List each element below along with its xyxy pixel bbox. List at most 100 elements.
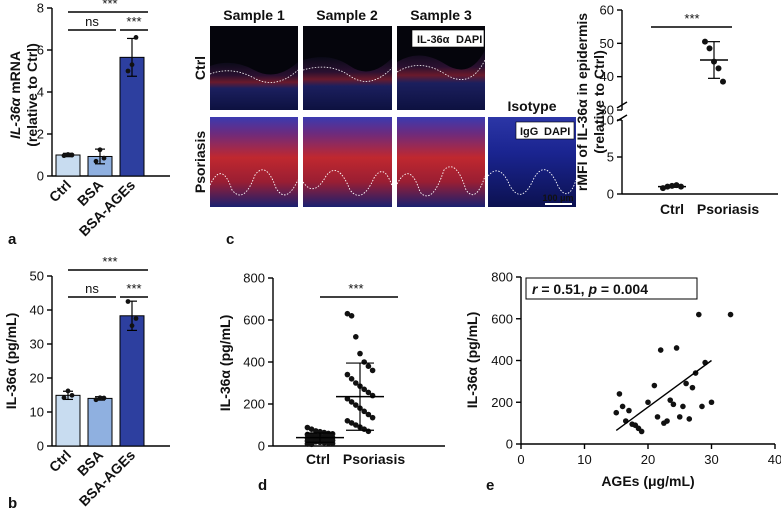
a-bar-2 [119, 56, 145, 177]
panel-label-c: c [226, 231, 234, 248]
d-point-0-29 [308, 441, 315, 448]
c-ytick-up-label-3: 60 [600, 3, 614, 18]
b-point-1-0 [93, 397, 99, 403]
legend-2-dapi: DAPI [544, 126, 570, 138]
sig-a-2: ns [85, 14, 99, 29]
micro-pso-1-boundary [209, 169, 299, 196]
e-ytick-label-1: 200 [491, 395, 513, 410]
panel-d: 0 200 400 600 800 IL-36α (pg/mL) *** Ctrl Pso… [217, 271, 445, 494]
e-point-22 [689, 384, 696, 391]
e-xtick-label-1: 10 [577, 452, 591, 467]
b-point-2-1 [129, 323, 135, 329]
d-point-1-13 [369, 392, 376, 399]
panel-a-y-label: IL-36α mRNA [7, 51, 23, 139]
micrograph-panel: Sample 1 Sample 2 Sample 3 Isotype Ctrl … [192, 7, 577, 248]
micro-ctrl-1-boundary [209, 69, 299, 83]
b-ytick-label-4: 40 [30, 303, 44, 318]
c-ytick-up-label-0: 30 [600, 103, 614, 118]
c-point-1-4 [720, 78, 726, 85]
a-xlabel-0: Ctrl [46, 177, 74, 205]
a-point-2-2 [133, 35, 139, 40]
micro-ctrl-2-boundary [302, 66, 393, 82]
panel-label-e: e [486, 477, 494, 494]
a-ytick-label-0: 0 [37, 169, 44, 184]
legend-1-il36: IL-36α [417, 34, 450, 46]
c-point-0-4 [678, 183, 684, 190]
a-point-0-2 [69, 152, 75, 158]
e-point-15 [667, 397, 674, 403]
e-ytick-label-2: 400 [491, 353, 513, 368]
e-point-2 [619, 403, 626, 410]
sig-c: *** [684, 11, 699, 26]
a-ytick-label-4: 8 [37, 1, 44, 16]
c-ytick-lo-label-1: 5 [607, 150, 614, 165]
b-ytick-label-3: 30 [30, 337, 44, 352]
e-point-18 [676, 414, 683, 420]
b-point-0-1 [65, 388, 71, 394]
a-point-1-1 [97, 147, 103, 153]
e-point-24 [696, 311, 702, 318]
b-point-1-2 [101, 395, 107, 401]
d-point-1-20 [369, 414, 376, 421]
a-ytick-label-1: 2 [37, 127, 44, 142]
c-point-0-1 [664, 183, 671, 190]
panel-b-y-label: IL-36α (pg/mL) [3, 313, 19, 410]
d-point-1-8 [348, 376, 355, 382]
e-point-28 [727, 311, 734, 318]
b-bar-0 [55, 394, 81, 447]
panel-c: 30 40 50 60 0 5 10 rMFI of IL-36α in epidermis… [574, 3, 778, 217]
d-ytick-label-2: 400 [243, 355, 265, 370]
d-ytick-label-4: 800 [243, 271, 265, 286]
sig-d: *** [348, 281, 363, 296]
d-ytick-label-0: 0 [258, 439, 265, 454]
b-xlabel-0: Ctrl [46, 447, 74, 475]
micro-ctrl-3-boundary [396, 59, 486, 80]
a-point-0-1 [65, 152, 71, 157]
panel-c-y-label-2: (relative to Ctrl) [591, 50, 607, 153]
e-point-19 [680, 403, 686, 410]
e-point-12 [657, 347, 664, 353]
d-point-1-4 [361, 359, 368, 365]
d-point-1-7 [344, 371, 351, 378]
e-point-17 [673, 345, 680, 351]
c-ytick-lo-label-0: 0 [607, 187, 614, 202]
a-point-2-1 [129, 62, 135, 68]
c-xlabel-0: Ctrl [660, 201, 684, 217]
d-point-1-21 [344, 418, 351, 424]
e-point-14 [664, 418, 670, 424]
sig-b-2: ns [85, 281, 99, 296]
d-point-1-23 [353, 422, 359, 428]
panel-c-y-label: rMFI of IL-36α in epidermis [574, 13, 590, 191]
d-point-1-2 [353, 334, 359, 340]
legend-box-1 [411, 29, 485, 48]
b-ytick-label-1: 10 [30, 405, 44, 420]
e-xtick-label-2: 20 [641, 452, 655, 467]
e-point-16 [670, 401, 677, 408]
stat-box [525, 277, 698, 300]
b-ytick-label-2: 20 [30, 371, 44, 386]
d-ytick-label-1: 200 [243, 397, 265, 412]
b-point-2-0 [125, 299, 131, 304]
a-point-1-2 [101, 155, 107, 161]
a-bar-0 [55, 154, 81, 177]
e-point-27 [708, 399, 715, 406]
legend-box-2 [515, 121, 575, 140]
sample-2-title: Sample 2 [316, 7, 378, 23]
e-point-1 [616, 391, 623, 397]
d-point-1-5 [365, 363, 372, 370]
micro-pso-2 [303, 117, 392, 207]
panel-label-d: d [258, 477, 267, 494]
d-point-1-0 [344, 310, 351, 317]
panel-label-a: a [8, 231, 17, 248]
e-xtick-label-3: 30 [704, 452, 718, 467]
d-point-1-9 [353, 380, 359, 386]
e-point-8 [638, 428, 645, 435]
c-xlabel-1: Psoriasis [697, 201, 759, 217]
sample-1-title: Sample 1 [223, 7, 285, 23]
b-bar-1 [87, 397, 113, 447]
c-point-0-2 [669, 182, 675, 189]
d-point-1-3 [357, 350, 363, 357]
e-xtick-label-4: 40 [768, 452, 781, 467]
a-point-0-0 [61, 153, 67, 159]
c-point-1-0 [702, 38, 708, 45]
